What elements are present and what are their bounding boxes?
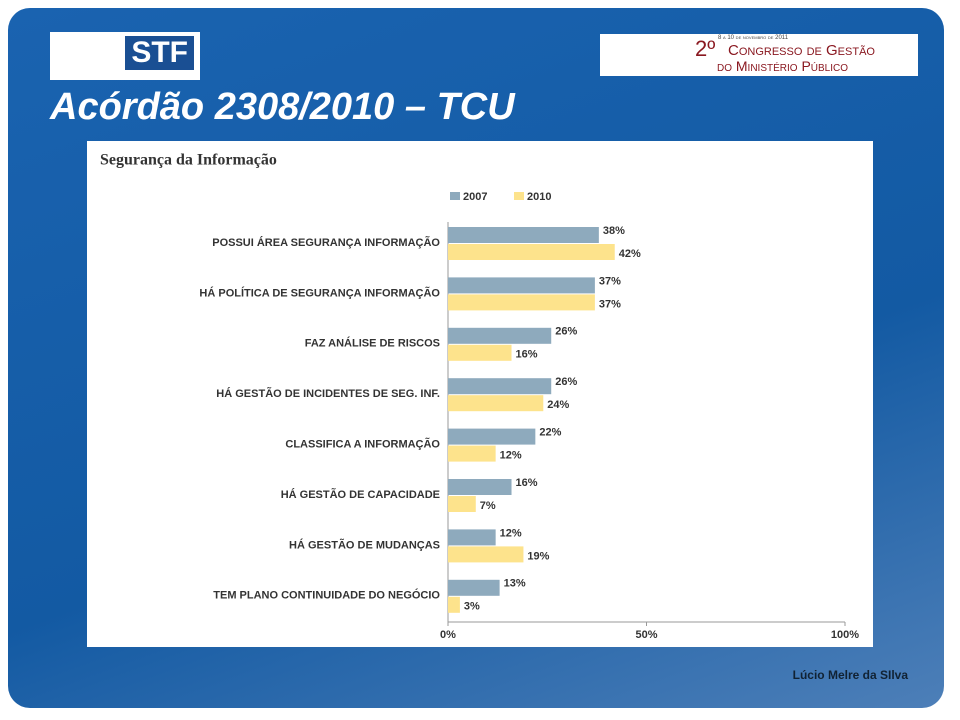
category-label: TEM PLANO CONTINUIDADE DO NEGÓCIO [213, 589, 440, 602]
value-label: 3% [464, 601, 480, 613]
value-label: 37% [599, 298, 621, 310]
bar [448, 546, 524, 563]
category-label: HÁ GESTÃO DE CAPACIDADE [281, 488, 440, 501]
bar [448, 344, 512, 361]
legend-swatch [450, 192, 460, 200]
bar [448, 244, 615, 260]
value-label: 26% [555, 326, 577, 338]
bar [448, 428, 536, 445]
value-label: 22% [539, 427, 561, 439]
bar [448, 445, 496, 462]
logo-text: STF [125, 36, 194, 70]
bar [448, 327, 552, 344]
event-logo: 8 a 10 de novembro de 2011 2º Congresso … [600, 34, 918, 76]
slide-title: Acórdão 2308/2010 – TCU [50, 86, 515, 128]
value-label: 38% [603, 225, 625, 237]
category-label: HÁ GESTÃO DE MUDANÇAS [289, 538, 440, 551]
legend-label: 2010 [527, 191, 551, 203]
value-label: 13% [504, 578, 526, 590]
bar [448, 378, 552, 395]
bar [448, 294, 595, 311]
bar [448, 395, 544, 412]
category-label: HÁ GESTÃO DE INCIDENTES DE SEG. INF. [216, 387, 440, 400]
value-label: 24% [547, 399, 569, 411]
bar [448, 579, 500, 596]
bar [448, 596, 460, 613]
value-label: 7% [480, 500, 496, 512]
event-date: 8 a 10 de novembro de 2011 [718, 35, 789, 41]
event-name: Congresso de Gestão [728, 42, 875, 59]
bar [448, 529, 496, 546]
category-label: HÁ POLÍTICA DE SEGURANÇA INFORMAÇÃO [199, 286, 440, 299]
x-tick-label: 50% [635, 629, 657, 641]
footer: Lúcio Melre da SIlva [792, 668, 908, 682]
category-label: CLASSIFICA A INFORMAÇÃO [285, 438, 440, 451]
legend-swatch [514, 192, 524, 200]
legend-label: 2007 [463, 191, 487, 203]
x-tick-label: 100% [831, 629, 859, 641]
bar [448, 277, 595, 294]
event-name: do Ministério Público [717, 58, 849, 74]
chart-title: Segurança da Informação [100, 152, 277, 169]
value-label: 16% [516, 349, 538, 361]
bar [448, 479, 512, 495]
bar [448, 496, 476, 512]
value-label: 12% [500, 527, 522, 539]
category-label: POSSUI ÁREA SEGURANÇA INFORMAÇÃO [212, 236, 440, 249]
event-ordinal: 2º [695, 36, 716, 61]
value-label: 16% [516, 477, 538, 489]
value-label: 37% [599, 275, 621, 287]
category-label: FAZ ANÁLISE DE RISCOS [305, 337, 440, 350]
value-label: 26% [555, 376, 577, 388]
x-tick-label: 0% [440, 629, 456, 641]
value-label: 19% [527, 550, 549, 562]
logo: STF [50, 32, 200, 80]
value-label: 12% [500, 450, 522, 462]
bar [448, 227, 599, 243]
value-label: 42% [619, 248, 641, 260]
